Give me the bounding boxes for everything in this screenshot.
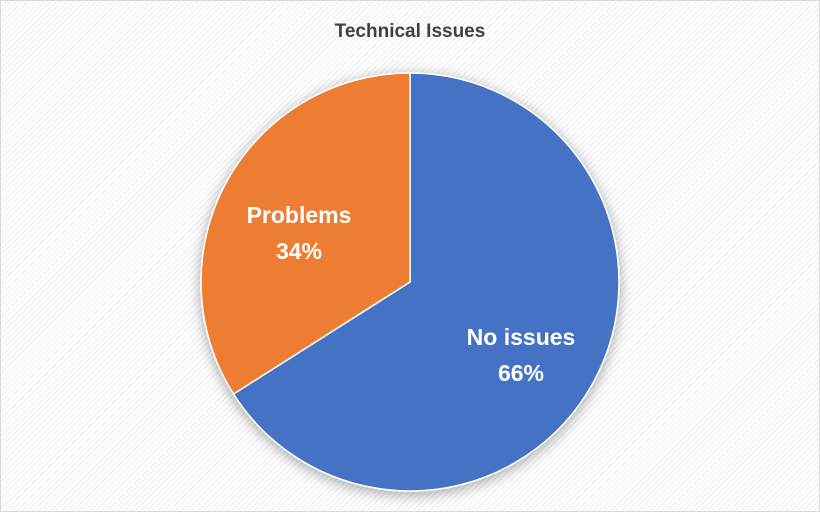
pie-slice-problems: [200, 72, 411, 396]
pie-slice-no-issues: [232, 72, 620, 492]
slice-percent-label: 34%: [276, 238, 322, 264]
slice-percent-label: 66%: [498, 360, 544, 386]
chart-title: Technical Issues: [334, 21, 486, 42]
slice-label: No issues: [467, 324, 576, 350]
slice-label: Problems: [247, 202, 352, 228]
